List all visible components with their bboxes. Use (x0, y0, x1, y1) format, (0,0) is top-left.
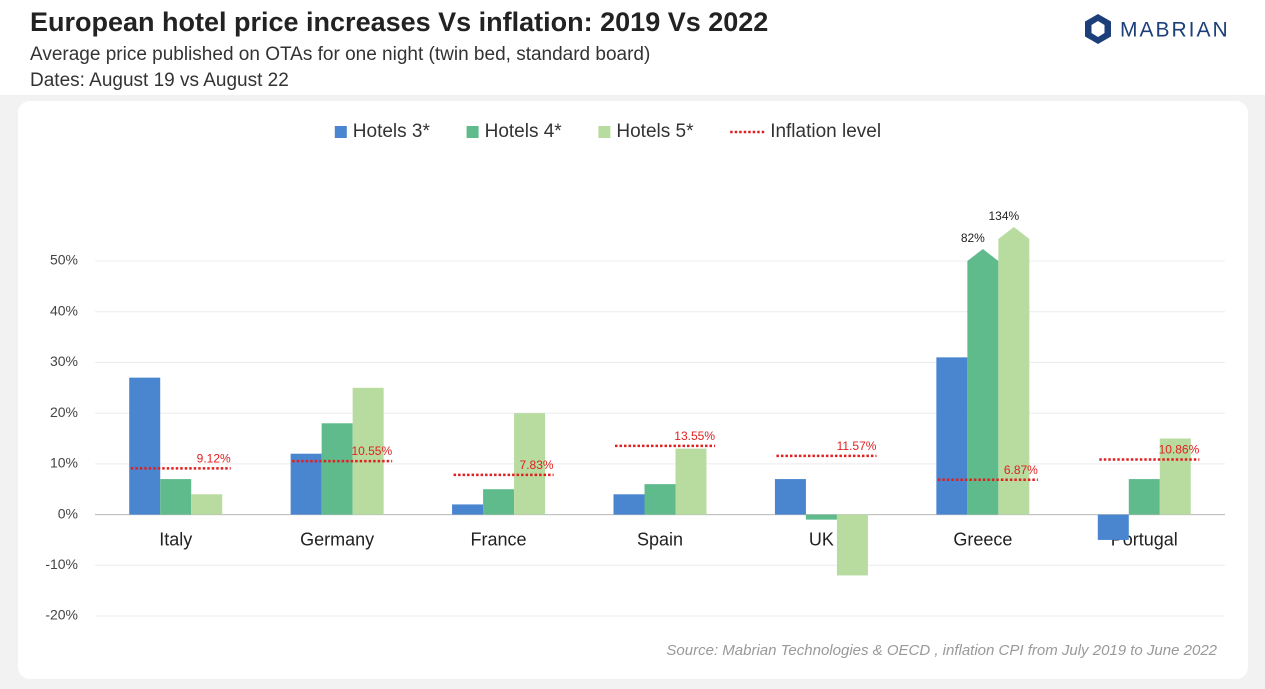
inflation-label: 10.55% (351, 444, 392, 458)
y-tick-label: -10% (45, 556, 78, 572)
x-tick-label: France (471, 529, 527, 549)
x-tick-label: Italy (159, 529, 192, 549)
break-tip (998, 227, 1030, 239)
inflation-label: 13.55% (674, 429, 715, 443)
legend-swatch (334, 126, 347, 138)
dates: Dates: August 19 vs August 22 (30, 70, 289, 91)
bar (1159, 438, 1191, 515)
legend-swatch (598, 126, 611, 138)
y-tick-label: 0% (58, 505, 78, 521)
bar (160, 479, 192, 515)
title: European hotel price increases Vs inflat… (30, 7, 768, 37)
source: Source: Mabrian Technologies & OECD , in… (666, 642, 1217, 659)
plot: -20% -10% 0% 10% 20% 30% 40% 50% Italy Germany Fra… (45, 121, 1225, 623)
subtitle: Average price published on OTAs for one … (30, 44, 650, 65)
inflation-label: 6.87% (1004, 463, 1038, 477)
bar (129, 377, 161, 515)
legend-label: Hotels 4* (485, 121, 563, 142)
logo: MABRIAN (1085, 14, 1230, 44)
y-tick-label: 50% (50, 252, 78, 268)
x-tick-label: Spain (637, 529, 683, 549)
bar (321, 423, 353, 515)
x-tick-label: Germany (300, 529, 374, 549)
bar (967, 261, 999, 515)
bar (452, 504, 484, 515)
value-label: 134% (989, 209, 1020, 223)
inflation-label: 10.86% (1159, 443, 1200, 457)
y-tick-label: 30% (50, 353, 78, 369)
bar (290, 453, 322, 515)
bar (514, 413, 546, 515)
bar (1128, 479, 1160, 515)
logo-text: MABRIAN (1120, 19, 1230, 42)
legend-swatch (466, 126, 479, 138)
bar (613, 494, 645, 515)
y-tick-label: -20% (45, 607, 78, 623)
break-tip (967, 249, 999, 261)
bar (483, 489, 515, 515)
value-label: 82% (961, 231, 985, 245)
bar (352, 387, 384, 515)
y-tick-label: 10% (50, 455, 78, 471)
bar (805, 514, 837, 520)
bar (836, 514, 868, 576)
legend-label: Hotels 3* (353, 121, 431, 142)
inflation-label: 9.12% (197, 451, 231, 465)
bar (936, 357, 968, 515)
card (18, 101, 1248, 679)
bar (675, 448, 707, 515)
inflation-label: 11.57% (837, 439, 877, 453)
legend-label: Hotels 5* (616, 121, 694, 142)
bar (1097, 514, 1129, 540)
x-tick-label: Greece (953, 529, 1012, 549)
bar (998, 239, 1030, 515)
bar (191, 494, 223, 515)
logo-icon-inner (1091, 21, 1105, 37)
x-tick-label: UK (809, 529, 834, 549)
y-tick-label: 40% (50, 302, 78, 318)
inflation-label: 7.83% (520, 458, 554, 472)
legend-label: Inflation level (770, 121, 881, 142)
bar (774, 479, 806, 515)
bar (644, 484, 676, 515)
y-tick-label: 20% (50, 404, 78, 420)
